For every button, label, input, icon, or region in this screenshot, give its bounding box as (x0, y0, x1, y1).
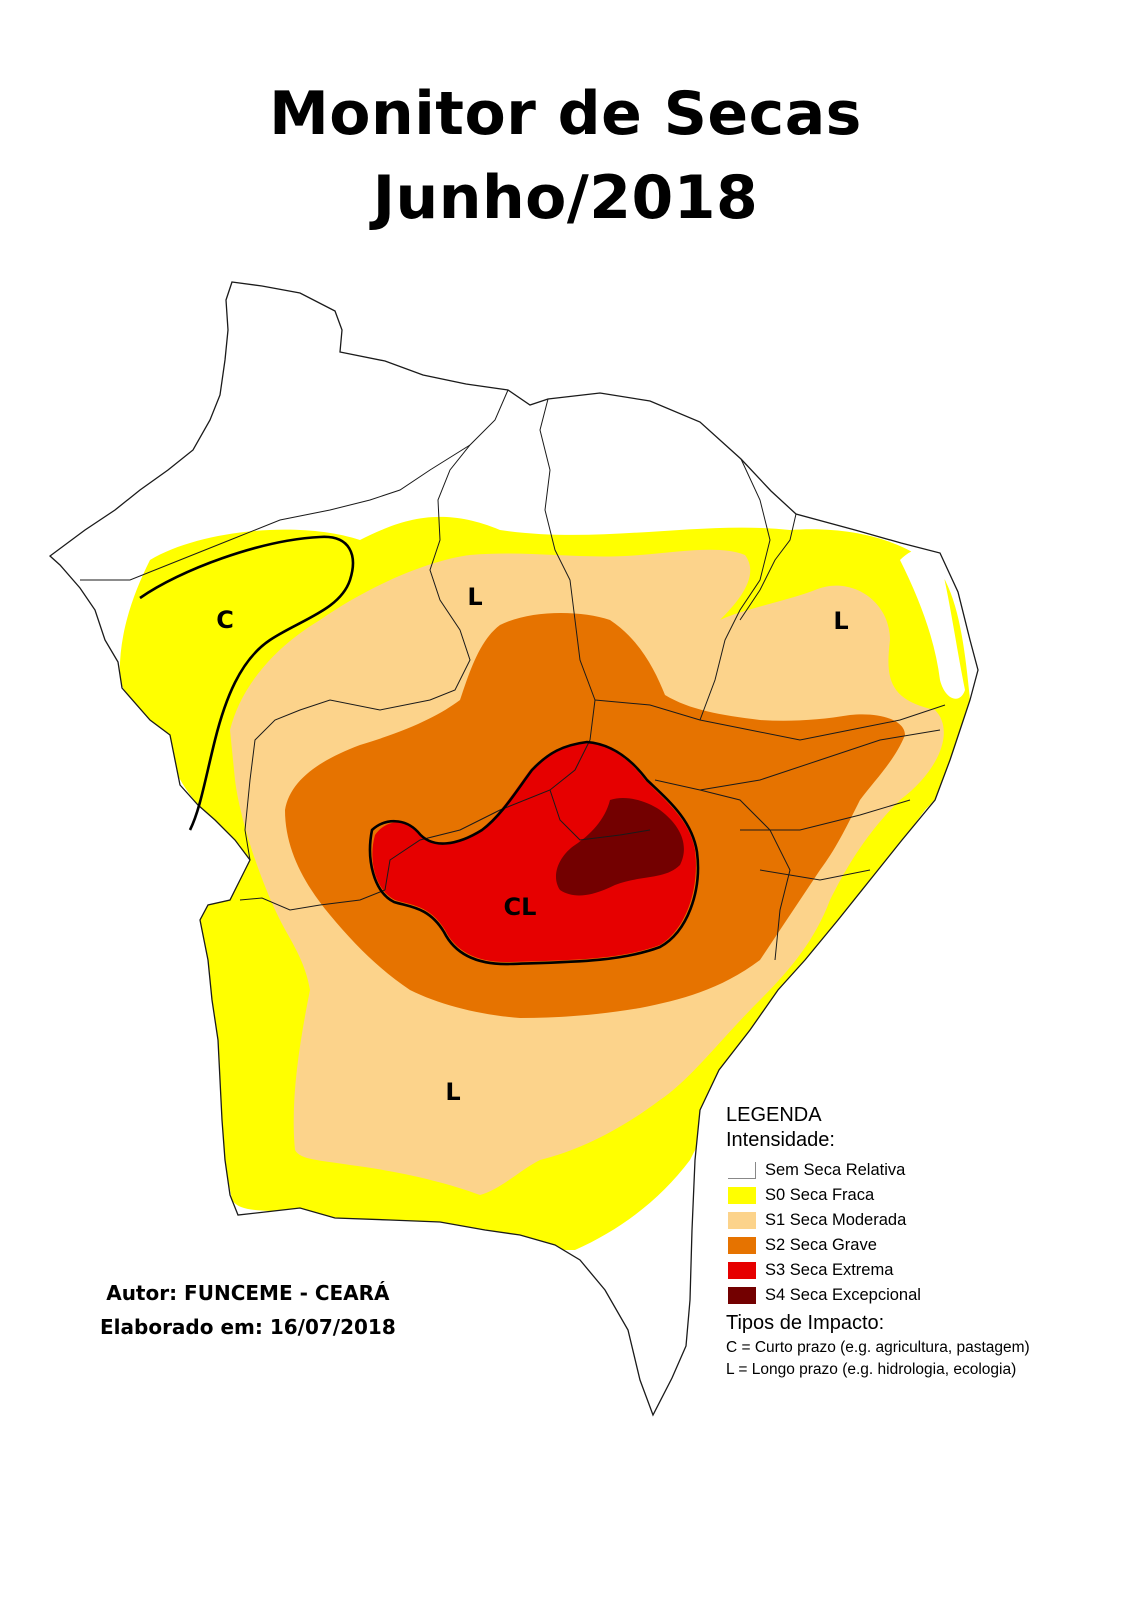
impact-label-l-north: L (467, 583, 482, 611)
impact-label-l-east: L (833, 607, 848, 635)
legend-item: S1 Seca Moderada (726, 1208, 1116, 1233)
legend-swatch (728, 1212, 756, 1229)
legend-intensity-title: Intensidade: (726, 1129, 835, 1151)
impact-label-c-west: C (216, 606, 234, 634)
legend-label: Sem Seca Relativa (765, 1161, 906, 1179)
state-borders (48, 281, 979, 1417)
impact-lines (139, 535, 700, 966)
impact-label-l-south: L (445, 1078, 460, 1106)
legend-label: S1 Seca Moderada (765, 1211, 907, 1229)
region-s4 (555, 798, 684, 896)
legend: LEGENDA Intensidade: Sem Seca Relativa S0… (726, 1104, 1116, 1381)
legend-swatch (728, 1162, 756, 1179)
state-border (594, 699, 946, 741)
legend-item: S0 Seca Fraca (726, 1183, 1116, 1208)
legend-item: S3 Seca Extrema (726, 1258, 1116, 1283)
legend-item: S4 Seca Excepcional (726, 1283, 1116, 1308)
legend-items: Sem Seca Relativa S0 Seca Fraca S1 Seca Mo… (726, 1158, 1116, 1308)
legend-label: S2 Seca Grave (765, 1236, 877, 1254)
title-line-1: Monitor de Secas (269, 79, 862, 149)
legend-swatch (728, 1262, 756, 1279)
legend-impact-long: L = Longo prazo (e.g. hidrologia, ecolog… (726, 1361, 1017, 1378)
legend-label: S3 Seca Extrema (765, 1261, 894, 1279)
state-border (699, 729, 941, 791)
impact-label-cl-center: CL (504, 893, 537, 921)
impact-line-cl-center (368, 740, 700, 966)
legend-swatch (728, 1237, 756, 1254)
credits-date: Elaborado em: 16/07/2018 (100, 1315, 396, 1339)
state-border (80, 444, 471, 581)
map-title: Monitor de Secas Junho/2018 (0, 72, 1131, 240)
credits-author: Autor: FUNCEME - CEARÁ (106, 1281, 390, 1305)
impact-line-c-west (139, 535, 355, 831)
state-border (699, 458, 771, 721)
legend-label: S4 Seca Excepcional (765, 1286, 921, 1304)
region-outline (48, 281, 979, 1417)
legend-item: Sem Seca Relativa (726, 1158, 1116, 1183)
credits: Autor: FUNCEME - CEARÁ Elaborado em: 16/… (100, 1276, 396, 1344)
region-none-east (900, 548, 965, 699)
region-s3 (372, 742, 696, 963)
state-border (244, 389, 509, 861)
state-border (539, 398, 596, 741)
state-border (239, 889, 386, 911)
state-border (759, 869, 871, 881)
legend-swatch (728, 1287, 756, 1304)
state-border (384, 739, 591, 891)
legend-impact-short: C = Curto prazo (e.g. agricultura, pasta… (726, 1339, 1030, 1356)
state-border (549, 789, 651, 841)
legend-swatch (728, 1187, 756, 1204)
state-border (739, 513, 797, 621)
legend-impact-title: Tipos de Impacto: (726, 1312, 885, 1334)
state-border (740, 799, 911, 831)
legend-item: S2 Seca Grave (726, 1233, 1116, 1258)
title-line-2: Junho/2018 (372, 163, 759, 233)
legend-title: LEGENDA (726, 1104, 822, 1126)
legend-label: S0 Seca Fraca (765, 1186, 875, 1204)
